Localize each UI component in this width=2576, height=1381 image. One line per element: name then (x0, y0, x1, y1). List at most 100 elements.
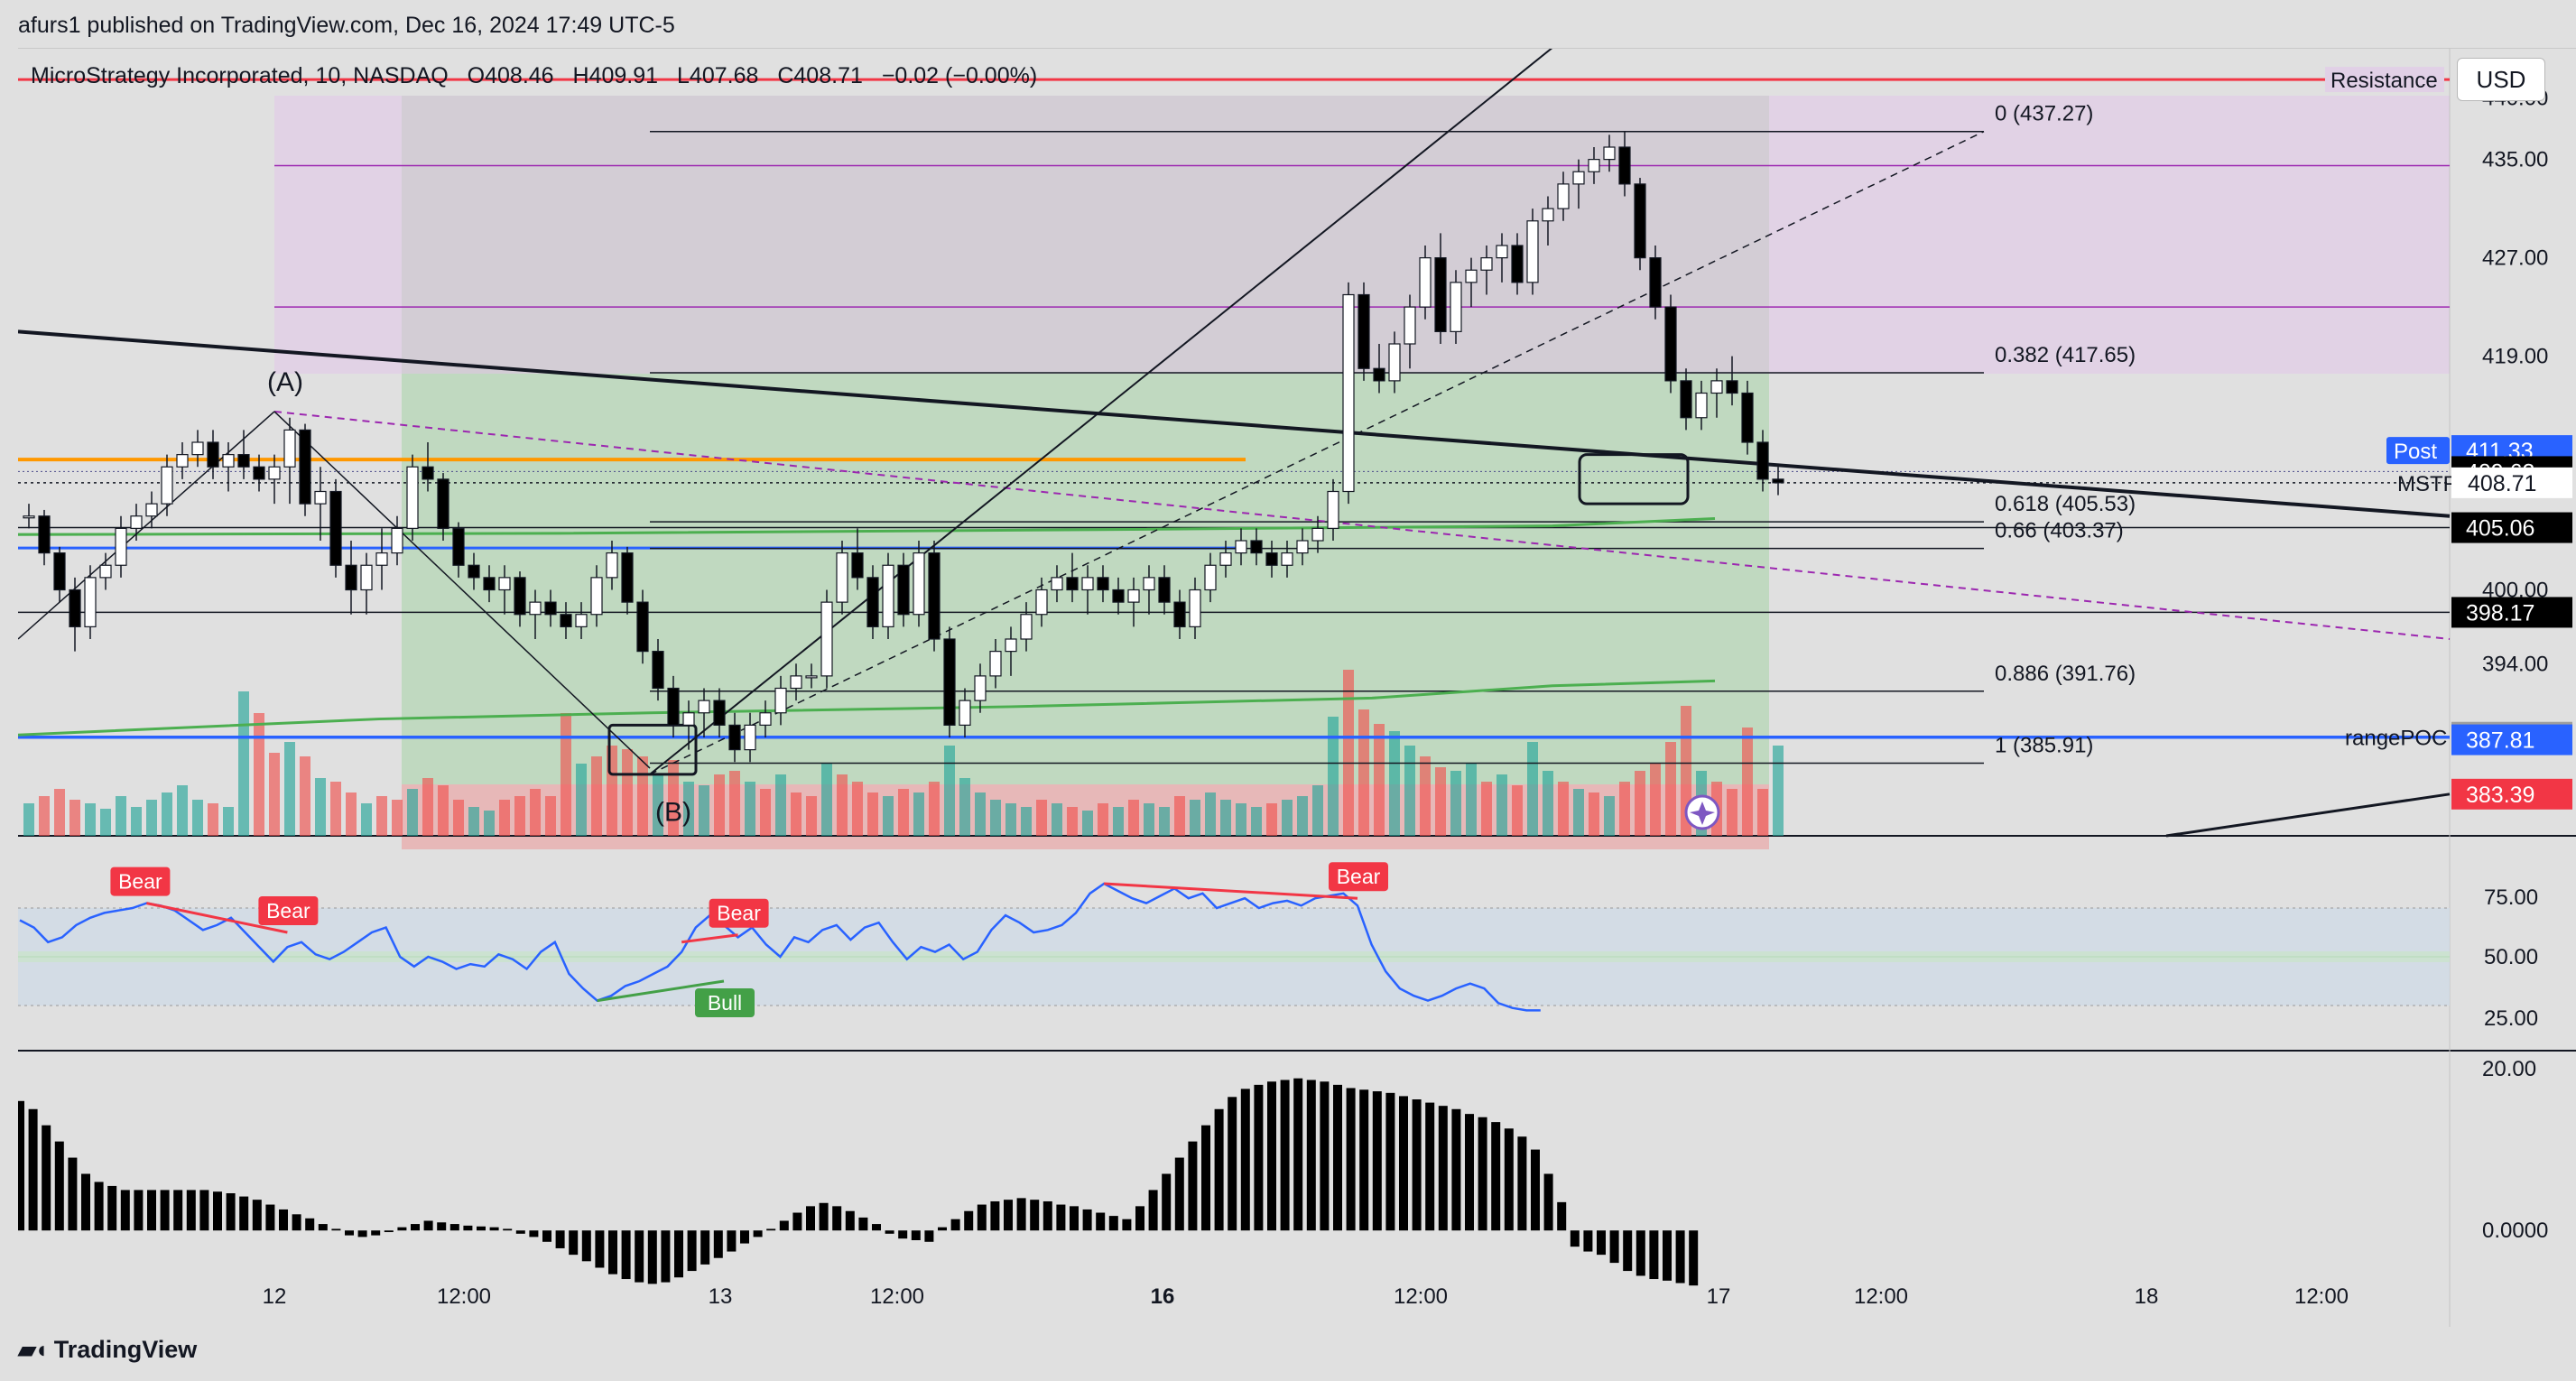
volume-bar (576, 764, 587, 836)
histogram-bar (581, 1230, 591, 1262)
volume-bar (1773, 746, 1784, 836)
divergence-label-bg (1329, 862, 1388, 892)
candle-body (498, 577, 511, 591)
histogram-bar (938, 1227, 947, 1231)
candle-body (161, 466, 173, 505)
candle-body (560, 614, 572, 627)
histogram-bar (858, 1217, 868, 1231)
histogram-bar (147, 1190, 156, 1231)
histogram-bar (990, 1200, 1000, 1231)
price-badge-text: 387.81 (2466, 728, 2534, 754)
candle-body (913, 552, 925, 616)
histogram-bar (621, 1230, 631, 1280)
pattern-label-a: (A) (267, 367, 303, 397)
volume-bar (1543, 771, 1553, 836)
histogram-bar (1042, 1200, 1052, 1231)
candle-body (713, 700, 726, 726)
candle-body (1311, 527, 1324, 542)
price-badge (2451, 597, 2572, 628)
volume-bar (1558, 782, 1569, 836)
currency-button[interactable]: USD (2457, 58, 2545, 101)
candle-body (1511, 245, 1524, 283)
candle-body (1143, 577, 1155, 591)
volume-bar (1665, 742, 1676, 836)
volume-bar (821, 764, 832, 836)
histogram-axis-tick: 20.00 (2482, 1057, 2536, 1081)
volume-bar (1343, 670, 1354, 836)
volume-bar (392, 800, 403, 836)
histogram-bar (806, 1206, 815, 1231)
volume-bar (959, 778, 970, 836)
candle-body (483, 577, 496, 591)
abc-leg-2 (273, 411, 651, 769)
volume-bar (361, 803, 372, 836)
histogram-bar (1280, 1080, 1290, 1231)
candle-body (1388, 343, 1401, 382)
volume-bar (116, 796, 126, 836)
histogram-bar (1425, 1102, 1435, 1231)
candle-body (452, 527, 465, 566)
volume-bar (1282, 800, 1293, 836)
chart-canvas[interactable]: 0 (437.27) 0.382 (417.65) 0.618 (405.53) 0.… (18, 49, 2576, 1328)
candle-body (1081, 577, 1094, 591)
volume-bar (284, 742, 295, 836)
volume-bar (852, 782, 863, 836)
histogram-bar (1293, 1078, 1303, 1231)
volume-bar (591, 756, 602, 836)
histogram-bar (477, 1226, 486, 1231)
candle-body (1726, 380, 1738, 394)
rsi-divergence-line (146, 902, 288, 934)
candle-body (1772, 478, 1784, 484)
divergence-label-bg (695, 988, 755, 1017)
histogram-bar (1689, 1230, 1699, 1286)
candle-body (1588, 159, 1600, 172)
chart-frame[interactable]: 0 (437.27) 0.382 (417.65) 0.618 (405.53) 0.… (18, 48, 2576, 1328)
resistance-label: Resistance (2330, 69, 2438, 93)
histogram-bar (1122, 1219, 1132, 1231)
histogram-bar (819, 1202, 829, 1231)
price-axis-tick: 394.00 (2482, 652, 2548, 676)
histogram-bar (371, 1230, 381, 1236)
histogram-bar (911, 1230, 921, 1240)
divergence-label: Bear (118, 870, 162, 894)
candle-body (53, 552, 66, 591)
candle-body (882, 564, 894, 627)
legend-high-label: H (572, 63, 589, 88)
candle-body (99, 564, 112, 579)
candle-body (1097, 577, 1109, 591)
histogram-bar (977, 1204, 987, 1231)
volume-bar (23, 803, 34, 836)
volume-bar (330, 782, 341, 836)
histogram-bar (569, 1230, 579, 1256)
volume-bar (653, 774, 663, 836)
candle-body (1450, 282, 1462, 332)
candle-body (237, 454, 250, 468)
histogram-bar (107, 1185, 117, 1231)
volume-bar (1358, 709, 1369, 836)
histogram-bar (252, 1200, 262, 1231)
histogram-bar (727, 1230, 737, 1252)
histogram-bar (885, 1230, 894, 1234)
volume-bar (1021, 807, 1032, 836)
histogram-bar (68, 1157, 78, 1231)
histogram-bar (239, 1196, 249, 1231)
candle-body (268, 466, 281, 480)
volume-bar (929, 782, 940, 836)
histogram-bar (1465, 1114, 1474, 1231)
legend-symbol: MicroStrategy Incorporated, 10, NASDAQ (31, 63, 449, 88)
volume-bar (1466, 764, 1477, 836)
candle-body (329, 490, 342, 566)
candle-body (299, 429, 311, 505)
candle-body (115, 527, 127, 566)
volume-bar (883, 796, 894, 836)
histogram-bar (1346, 1088, 1356, 1231)
volume-bar (453, 800, 464, 836)
candle-body (1649, 257, 1662, 308)
candle-body (1219, 552, 1232, 566)
histogram-bar (529, 1230, 539, 1237)
legend-close-label: C (777, 63, 794, 88)
tradingview-brand[interactable]: ▰◖ TradingView (18, 1336, 197, 1364)
histogram-bar (1583, 1230, 1593, 1252)
candle-body (314, 490, 327, 505)
volume-bar (1512, 785, 1523, 836)
